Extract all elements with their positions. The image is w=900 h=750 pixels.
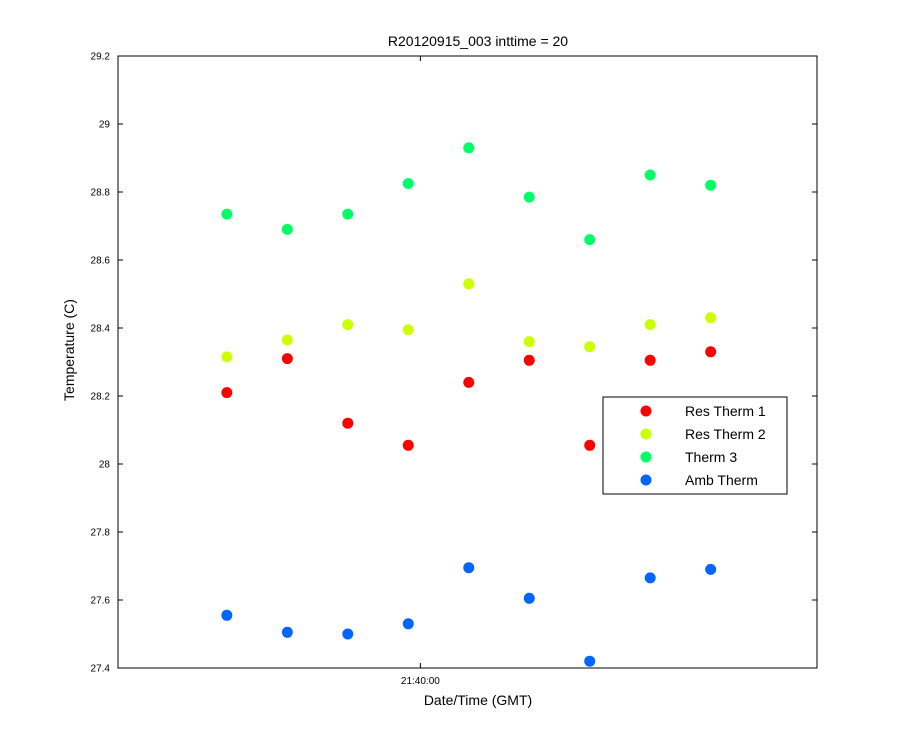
- data-point-res-therm-1: [463, 376, 475, 388]
- y-tick-label: 29.2: [91, 52, 111, 63]
- data-point-res-therm-1: [402, 439, 414, 451]
- data-point-res-therm-2: [281, 334, 293, 346]
- data-point-res-therm-1: [584, 439, 596, 451]
- data-point-amb-therm: [705, 563, 717, 575]
- data-point-res-therm-2: [342, 319, 354, 331]
- x-tick-label: 21:40:00: [401, 676, 440, 687]
- data-point-therm-3: [523, 191, 535, 203]
- y-axis-label: Temperature (C): [61, 299, 77, 401]
- x-axis: 21:40:00: [401, 56, 440, 687]
- legend-label-therm-3: Therm 3: [685, 449, 737, 465]
- data-point-amb-therm: [221, 609, 233, 621]
- x-axis-label: Date/Time (GMT): [424, 692, 532, 708]
- legend-label-res-therm-2: Res Therm 2: [685, 426, 766, 442]
- data-point-res-therm-1: [342, 417, 354, 429]
- data-point-res-therm-2: [523, 336, 535, 348]
- legend-label-amb-therm: Amb Therm: [685, 472, 758, 488]
- data-point-res-therm-2: [644, 319, 656, 331]
- y-tick-label: 28: [99, 460, 111, 471]
- legend-marker-therm-3: [640, 451, 652, 463]
- y-tick-label: 28.2: [91, 392, 111, 403]
- legend-marker-res-therm-1: [640, 405, 652, 417]
- data-point-res-therm-1: [644, 354, 656, 366]
- data-point-therm-3: [281, 223, 293, 235]
- legend-label-res-therm-1: Res Therm 1: [685, 403, 766, 419]
- data-point-therm-3: [342, 208, 354, 220]
- data-point-res-therm-2: [221, 351, 233, 363]
- data-point-res-therm-2: [705, 312, 717, 324]
- data-point-res-therm-1: [705, 346, 717, 358]
- legend-box: [602, 396, 788, 495]
- y-tick-label: 28.8: [91, 188, 111, 199]
- data-point-amb-therm: [402, 618, 414, 630]
- legend: Res Therm 1 Res Therm 2 Therm 3 Amb Therm: [602, 396, 788, 495]
- data-point-therm-3: [644, 169, 656, 181]
- data-point-therm-3: [584, 234, 596, 246]
- y-tick-label: 27.8: [91, 528, 111, 539]
- data-point-res-therm-2: [463, 278, 475, 290]
- data-points: [221, 142, 717, 667]
- data-point-amb-therm: [342, 628, 354, 640]
- data-point-therm-3: [402, 178, 414, 189]
- legend-marker-amb-therm: [640, 474, 652, 486]
- y-tick-label: 27.6: [91, 596, 111, 607]
- data-point-amb-therm: [584, 655, 596, 667]
- y-tick-label: 27.4: [91, 664, 111, 675]
- y-tick-label: 28.4: [91, 324, 111, 335]
- data-point-res-therm-1: [221, 387, 233, 399]
- data-point-amb-therm: [644, 572, 656, 584]
- data-point-therm-3: [221, 208, 233, 220]
- data-point-therm-3: [463, 142, 475, 154]
- data-point-res-therm-2: [584, 341, 596, 353]
- legend-marker-res-therm-2: [640, 428, 652, 440]
- data-point-amb-therm: [281, 626, 293, 638]
- data-point-amb-therm: [523, 592, 535, 604]
- data-point-res-therm-1: [523, 354, 535, 366]
- y-tick-label: 28.6: [91, 256, 111, 267]
- data-point-res-therm-2: [402, 324, 414, 336]
- data-point-therm-3: [705, 179, 717, 191]
- y-axis: 27.4 27.6 27.8 28 28.2 28.4 28.6 28.8 29 29.2: [91, 52, 817, 675]
- data-point-amb-therm: [463, 562, 475, 574]
- y-tick-label: 29: [99, 120, 111, 131]
- data-point-res-therm-1: [281, 353, 293, 365]
- chart-title: R20120915_003 inttime = 20: [388, 33, 568, 49]
